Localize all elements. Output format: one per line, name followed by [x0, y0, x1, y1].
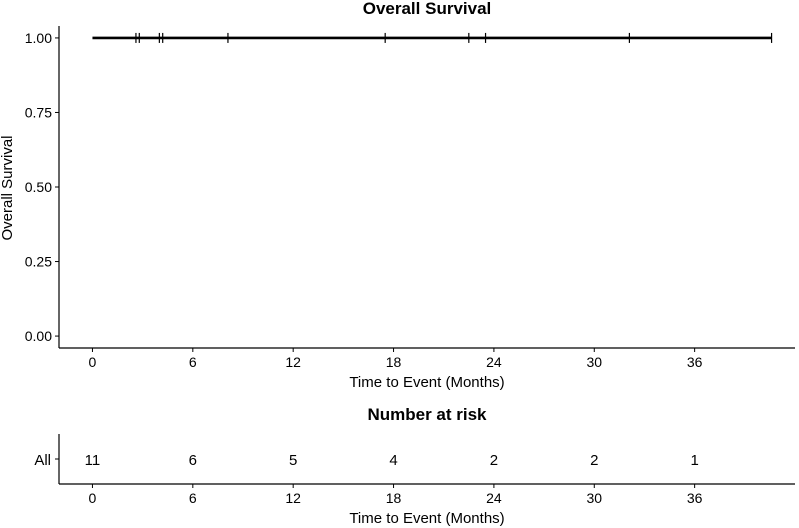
- x-tick-label: 18: [386, 354, 402, 370]
- x-tick-label: 12: [285, 354, 301, 370]
- risk-x-tick-label: 18: [386, 490, 402, 506]
- x-tick-label: 36: [687, 354, 703, 370]
- risk-x-axis-label: Time to Event (Months): [349, 510, 504, 527]
- y-tick-label: 0.00: [25, 328, 52, 344]
- y-tick-label: 0.25: [25, 254, 52, 270]
- x-tick-label: 6: [189, 354, 197, 370]
- x-tick-label: 24: [486, 354, 502, 370]
- risk-x-tick-label: 24: [486, 490, 502, 506]
- risk-table-title: Number at risk: [367, 405, 487, 424]
- y-ticks: 0.00 0.25 0.50 0.75 1.00: [25, 30, 59, 344]
- x-axis-label: Time to Event (Months): [349, 374, 504, 391]
- risk-count: 2: [490, 452, 498, 469]
- risk-count: 5: [289, 452, 297, 469]
- risk-x-tick-label: 6: [189, 490, 197, 506]
- risk-rows: All 11 6 5 4 2 2 1: [34, 452, 698, 469]
- risk-count: 1: [690, 452, 698, 469]
- risk-x-ticks: 0 6 12 18 24 30 36: [89, 484, 703, 506]
- y-tick-label: 0.75: [25, 104, 52, 120]
- risk-row-label: All: [34, 452, 51, 469]
- risk-count: 2: [590, 452, 598, 469]
- risk-table-panel: Number at risk All 11 6 5 4 2 2 1 0 6 12 18 24 30 36 …: [34, 405, 795, 527]
- risk-count: 4: [389, 452, 397, 469]
- risk-x-tick-label: 30: [586, 490, 602, 506]
- risk-count: 11: [85, 452, 101, 469]
- chart-title: Overall Survival: [363, 0, 492, 18]
- y-tick-label: 0.50: [25, 179, 52, 195]
- survival-series: [92, 32, 773, 43]
- risk-count: 6: [189, 452, 197, 469]
- x-tick-label: 0: [89, 354, 97, 370]
- x-ticks: 0 6 12 18 24 30 36: [89, 348, 703, 370]
- x-tick-label: 30: [586, 354, 602, 370]
- risk-x-tick-label: 12: [285, 490, 301, 506]
- risk-x-tick-label: 36: [687, 490, 703, 506]
- y-tick-label: 1.00: [25, 30, 52, 46]
- survival-panel: Overall Survival 0.00 0.25 0.50 0.75 1.00 0 6…: [0, 0, 795, 391]
- risk-x-tick-label: 0: [89, 490, 97, 506]
- y-axis-label: Overall Survival: [0, 135, 16, 240]
